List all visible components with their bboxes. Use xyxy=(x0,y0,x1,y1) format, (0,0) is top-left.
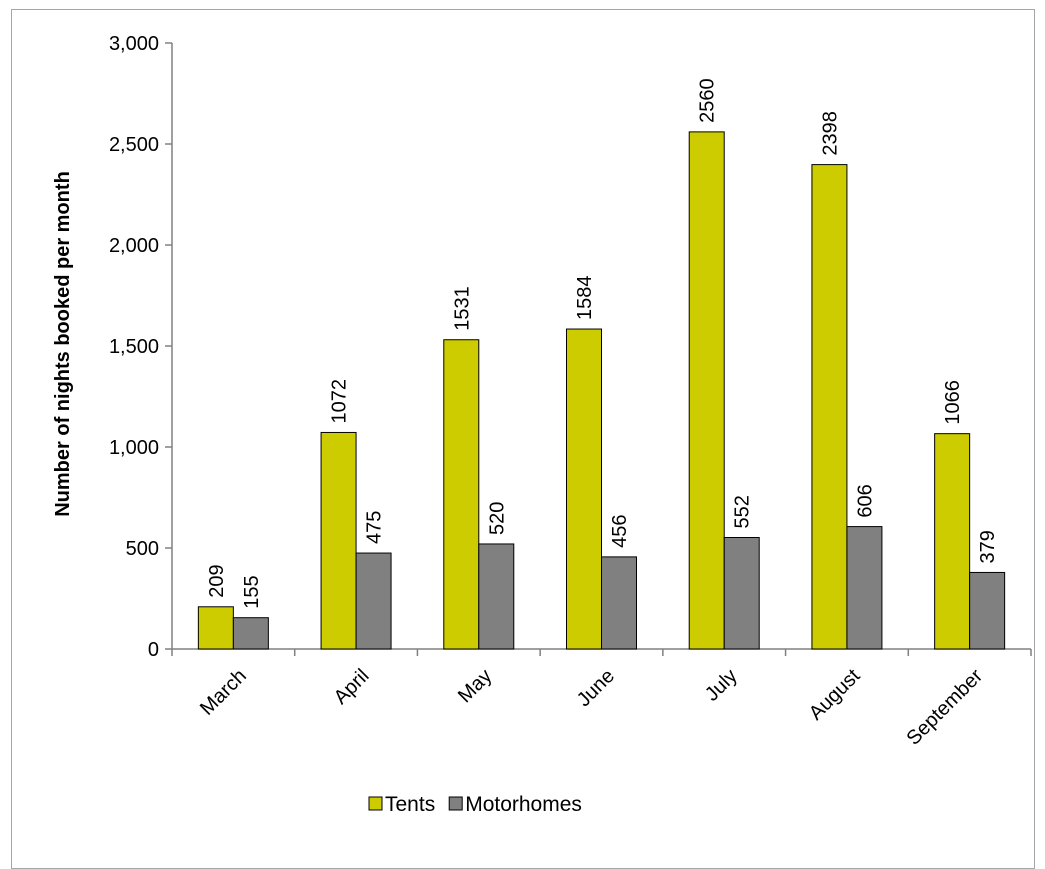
data-labels: 209 155 1072 475 1531 520 1584 456 2560 552 2398 60… xyxy=(206,78,999,608)
y-tick-label: 0 xyxy=(148,639,159,661)
y-tick-label: 2,500 xyxy=(109,134,159,156)
data-label: 475 xyxy=(364,511,386,544)
data-label: 2560 xyxy=(697,78,719,123)
x-tick-label: July xyxy=(701,665,742,706)
chart-frame xyxy=(11,9,1035,869)
x-tick-label: August xyxy=(805,665,865,725)
bar-motorhomes-september xyxy=(969,571,1006,650)
legend-swatch-tents xyxy=(368,796,383,811)
x-tick-label: June xyxy=(573,665,619,711)
x-tick-label: May xyxy=(454,665,496,707)
data-label: 2398 xyxy=(819,111,841,156)
data-label: 520 xyxy=(486,502,508,535)
data-label: 552 xyxy=(732,495,754,528)
x-tick-label: March xyxy=(196,665,251,720)
bar-tents-may xyxy=(443,339,480,650)
data-label: 1531 xyxy=(451,286,473,331)
bar-motorhomes-may xyxy=(478,543,515,650)
data-label: 155 xyxy=(241,575,263,608)
bar-motorhomes-august xyxy=(846,526,883,650)
y-tick-label: 1,500 xyxy=(109,336,159,358)
bar-tents-june xyxy=(566,328,602,650)
legend-label-tents: Tents xyxy=(385,793,435,816)
legend: Tents Motorhomes xyxy=(368,793,582,816)
data-label: 1072 xyxy=(329,379,351,424)
bar-motorhomes-july xyxy=(723,536,760,650)
bar-tents-august xyxy=(811,164,848,650)
y-tick-label: 3,000 xyxy=(109,33,159,55)
bar-motorhomes-april xyxy=(355,552,392,650)
bar-tents-july xyxy=(688,131,725,650)
bar-tents-april xyxy=(320,431,357,650)
bars xyxy=(197,131,1006,650)
bar-motorhomes-june xyxy=(601,556,637,650)
y-tick-label: 500 xyxy=(126,538,159,560)
bar-motorhomes-march xyxy=(232,617,269,650)
legend-label-motorhomes: Motorhomes xyxy=(465,793,582,816)
x-tick-label: April xyxy=(330,665,374,709)
bar-tents-september xyxy=(934,433,971,650)
data-label: 379 xyxy=(977,530,999,563)
x-tick-labels: March April May June July August September xyxy=(196,665,987,750)
data-label: 606 xyxy=(854,484,876,517)
data-label: 456 xyxy=(609,515,631,548)
y-tick-label: 1,000 xyxy=(109,437,159,459)
data-label: 1066 xyxy=(942,380,964,425)
axes: 0 500 1,000 1,500 2,000 2,500 3,000 xyxy=(109,33,1032,661)
x-tick-label: September xyxy=(902,665,987,750)
data-label: 1584 xyxy=(574,276,596,321)
data-label: 209 xyxy=(206,564,228,597)
bar-chart: Number of nights booked per month 0 500 1,… xyxy=(52,33,1032,816)
y-tick-label: 2,000 xyxy=(109,235,159,257)
bar-tents-march xyxy=(197,606,234,650)
legend-swatch-motorhomes xyxy=(448,796,463,811)
y-axis-title: Number of nights booked per month xyxy=(52,171,74,517)
